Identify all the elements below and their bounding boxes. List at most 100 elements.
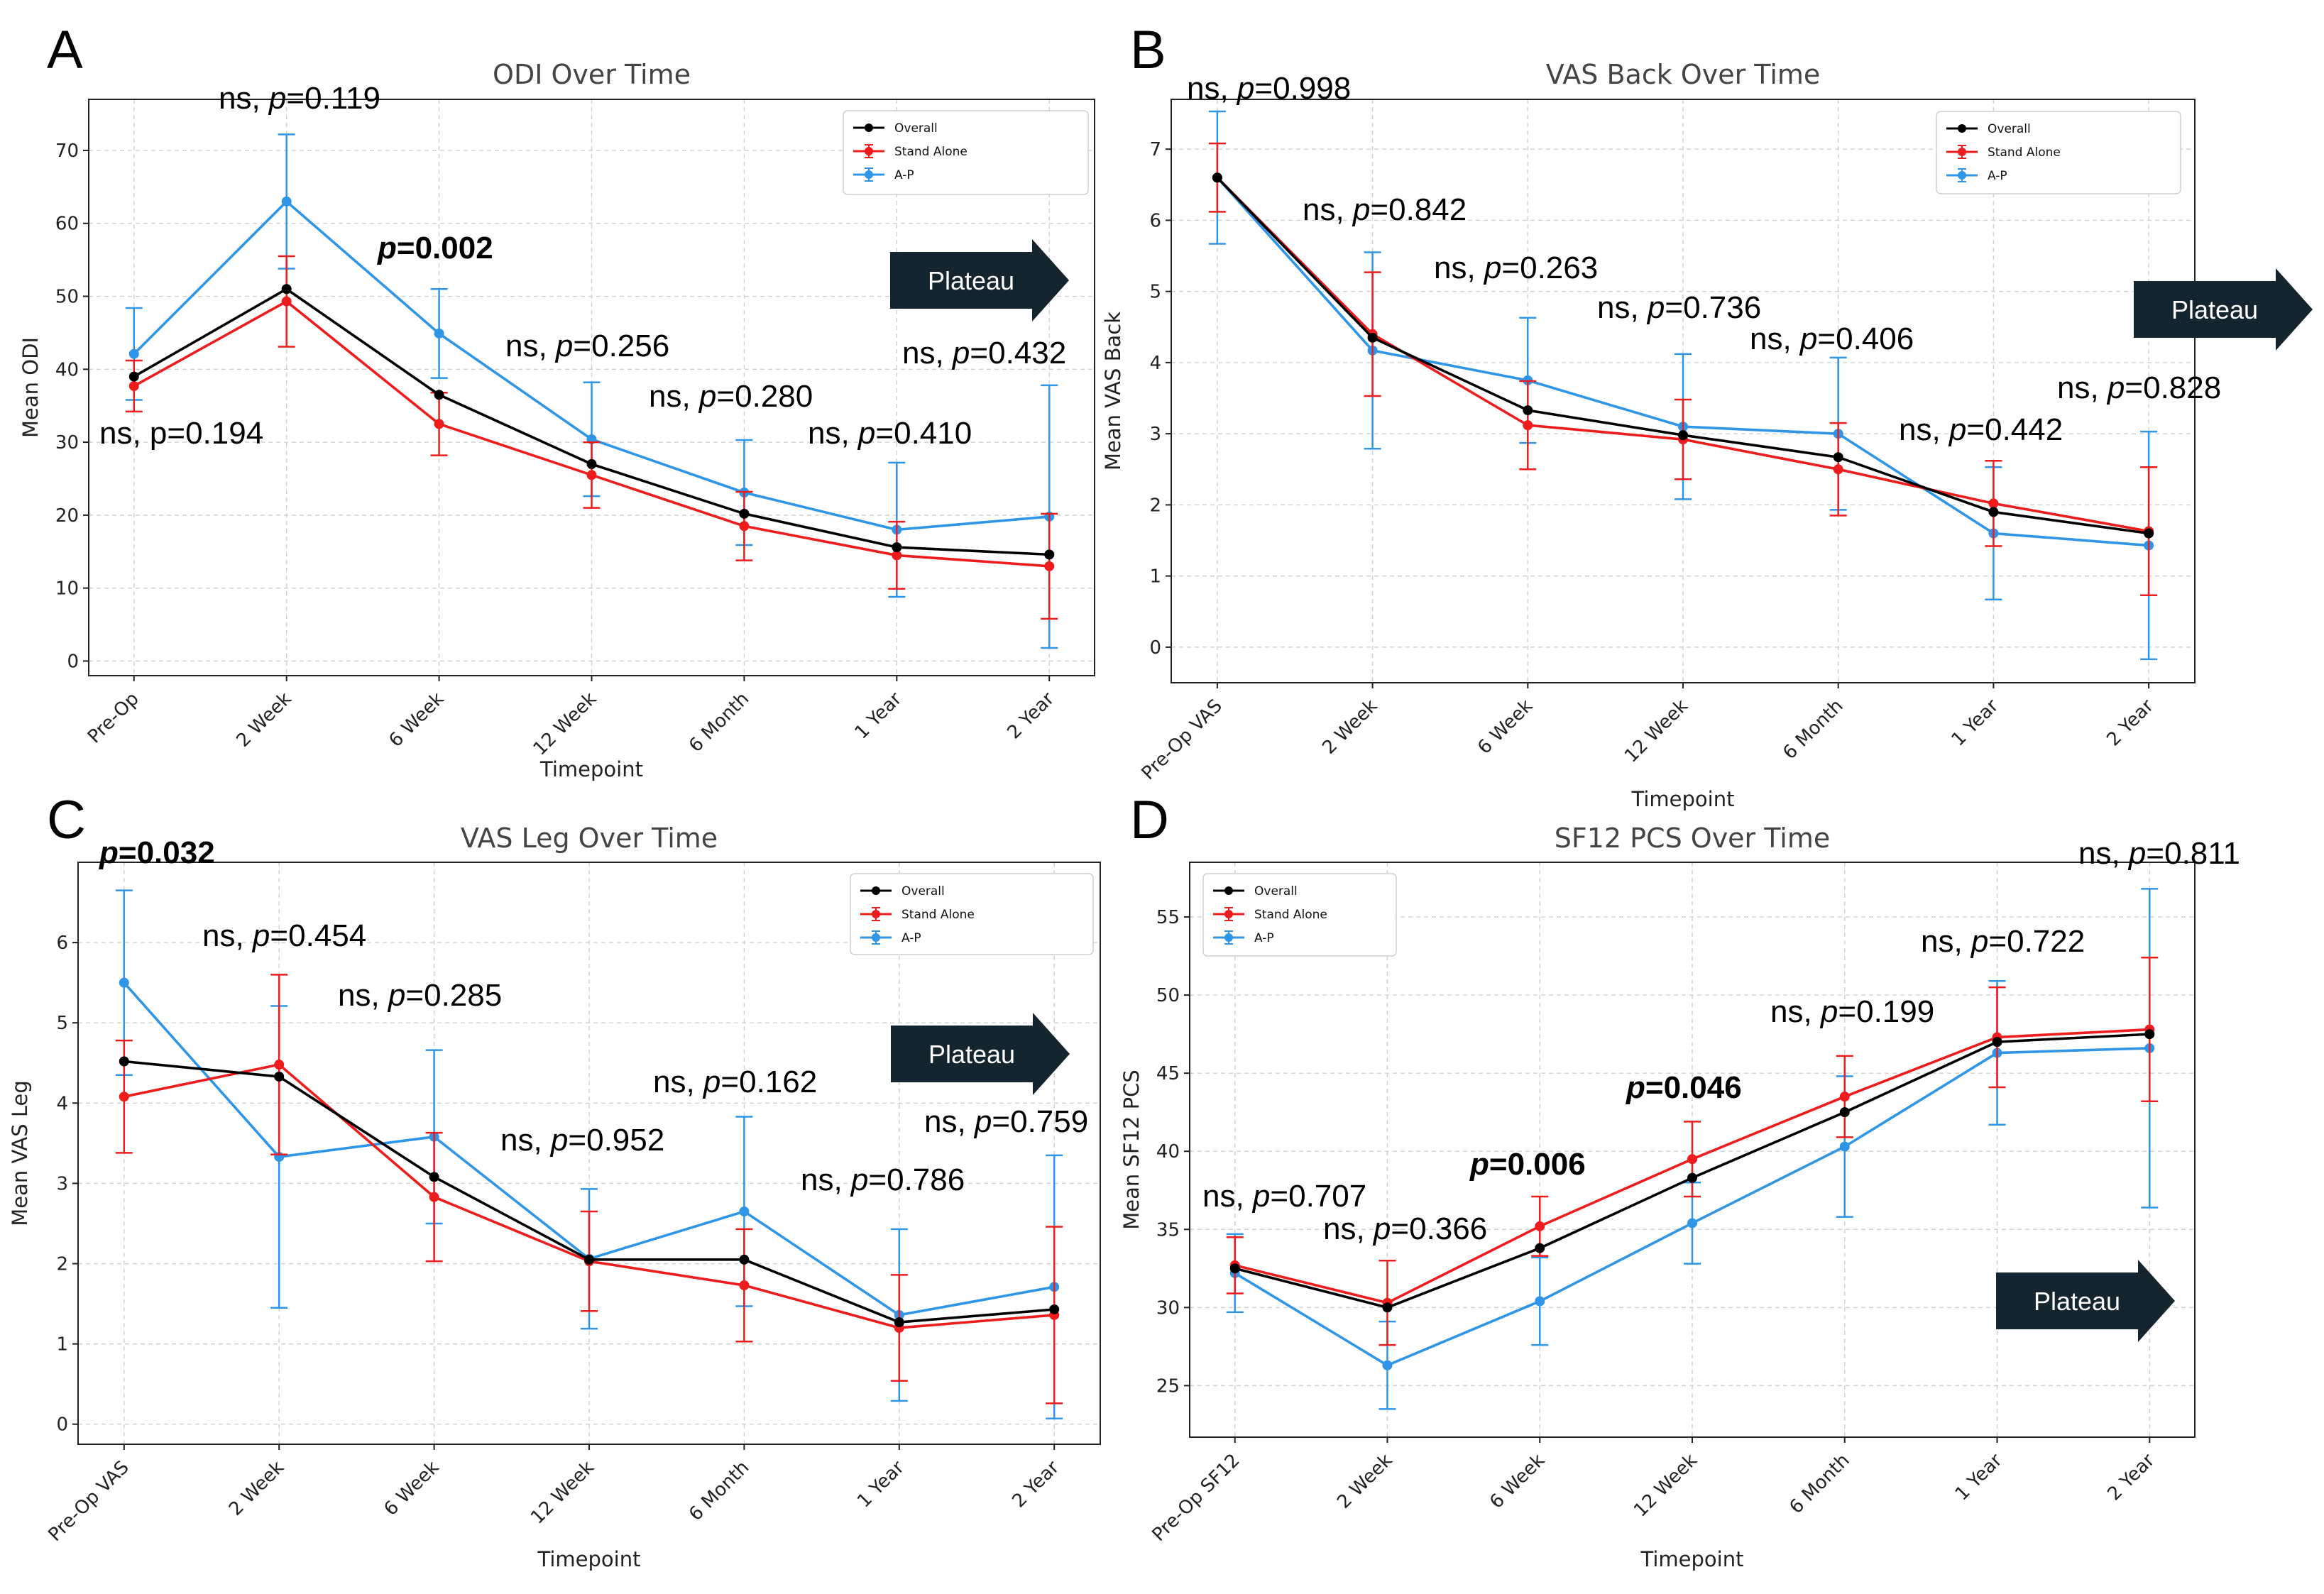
panel-letter: B [1130,20,1166,80]
data-point [281,284,292,295]
data-point [1535,1221,1545,1231]
annotation-prefix: ns, [1202,1179,1253,1214]
annotation-value: =0.442 [1966,412,2063,447]
x-tick-label: 1 Year [853,1457,909,1512]
annotation-p-symbol: p [951,336,970,370]
p-value-annotation: ns, p=0.256 [505,329,669,363]
legend-label: Stand Alone [901,908,975,922]
x-tick-label: 1 Year [1951,1450,2007,1505]
legend-item: Stand Alone [1213,907,1327,922]
data-point [119,977,129,988]
y-tick-label: 0 [1149,637,1161,659]
data-point [128,371,139,382]
annotation-p-symbol: p [973,1104,992,1139]
annotation-prefix: ns, [2057,370,2108,405]
annotation-p-symbol: p [554,329,573,363]
chart-title: VAS Back Over Time [1546,59,1821,90]
legend-swatch-marker [1224,886,1233,895]
series-stand-alone [125,255,1058,620]
x-tick-label: 2 Week [1333,1450,1396,1513]
p-value-annotation: ns, p=0.366 [1323,1211,1487,1246]
x-axis-label: Timepoint [537,1547,641,1571]
y-tick-label: 60 [55,214,79,235]
y-tick-label: 50 [1156,985,1180,1006]
data-point [1687,1172,1697,1183]
annotation-value: =0.006 [1489,1147,1586,1182]
chart-title: ODI Over Time [493,59,691,90]
legend-label: Overall [1254,884,1298,898]
series-overall [1212,172,2154,539]
legend-swatch-marker [865,123,873,132]
data-point [1833,464,1843,475]
y-tick-label: 30 [55,432,79,454]
legend-item: A-P [1946,168,2007,183]
data-point [1044,549,1055,560]
legend-label: Stand Alone [1254,908,1327,922]
y-tick-label: 0 [56,1414,68,1436]
series-overall [128,284,1055,560]
x-tick-label: 2 Year [1008,1457,1063,1512]
x-tick-label: 2 Year [1004,688,1059,744]
x-axis-label: Timepoint [1640,1547,1744,1571]
p-value-annotation: ns, p=0.998 [1187,71,1351,106]
data-point [1988,507,1999,517]
chart-panel-d: D SF12 PCS Over Time 25 30 35 40 45 50 55 Pre-Op … [1119,790,2240,1571]
data-point [1212,172,1222,183]
annotation-p-symbol: p [2106,370,2125,405]
y-tick-label: 20 [55,505,79,527]
annotation-prefix: ns, [649,379,699,414]
data-point [739,1254,750,1265]
y-tick-label: 10 [55,578,79,600]
annotation-value: =0.119 [286,81,380,116]
y-tick-label: 25 [1156,1375,1180,1397]
y-tick-label: 5 [56,1013,68,1034]
legend-label: Overall [901,884,945,898]
x-tick-label: 12 Week [530,688,601,760]
x-tick-label: 6 Month [1779,696,1847,764]
chart-title: SF12 PCS Over Time [1555,823,1831,854]
data-point [1049,1304,1060,1314]
data-point [1523,420,1533,431]
p-value-annotation: ns, p=0.194 [99,416,263,451]
x-tick-label: Pre-Op [84,688,143,748]
annotation-value: =0.811 [2146,836,2240,871]
x-axis-label: Timepoint [539,757,643,781]
x-tick-label: 12 Week [1621,696,1692,767]
chart-panel-b: B VAS Back Over Time 0 1 2 3 4 5 6 7 Pre-Op VAS 2 W… [1101,20,2313,811]
plateau-arrow-shape [1996,1260,2175,1342]
y-tick-label: 4 [1149,353,1161,374]
y-tick-label: 40 [1156,1141,1180,1162]
x-tick-label: 12 Week [527,1457,598,1529]
y-tick-label: 6 [56,933,68,954]
data-point [1382,1302,1393,1313]
legend: Overall Stand Alone A-P [843,110,1089,195]
x-tick-label: 1 Year [851,688,906,744]
annotation-value: =0.736 [1665,290,1761,325]
legend: Overall Stand Alone A-P [1202,873,1397,957]
annotation-value: =0.707 [1270,1179,1366,1214]
x-tick-label: 2 Year [2103,696,2158,751]
x-tick-label: Pre-Op SF12 [1148,1450,1244,1546]
legend-item: Stand Alone [853,144,968,159]
annotation-prefix: ns, [653,1065,703,1099]
annotation-p-symbol: p [387,978,405,1013]
x-tick-label: Pre-Op VAS [1138,696,1227,784]
p-value-annotation: ns, p=0.759 [924,1104,1088,1139]
x-tick-label: 1 Year [1948,696,2003,751]
p-value-annotation: ns, p=0.952 [500,1123,664,1158]
x-tick-label: 6 Week [1486,1450,1549,1513]
data-point [1229,1263,1240,1274]
annotation-prefix: ns, [202,918,253,953]
annotation-p-symbol: p [549,1123,568,1158]
plateau-arrow-shape [2134,268,2313,351]
annotation-value: =0.842 [1370,192,1467,227]
annotation-p-symbol: p [1251,1179,1270,1214]
data-point [586,470,597,480]
x-tick-label: 6 Week [1474,696,1537,759]
y-tick-label: 3 [1149,424,1161,445]
y-tick-label: 6 [1149,210,1161,231]
plateau-arrow: Plateau [1996,1260,2175,1342]
chart-panel-a: A ODI Over Time 0 10 20 30 40 50 60 70 Pre-Op 2 Wee… [18,20,1095,781]
annotation-value: =0.759 [992,1104,1088,1139]
plateau-arrow: Plateau [2134,268,2313,351]
